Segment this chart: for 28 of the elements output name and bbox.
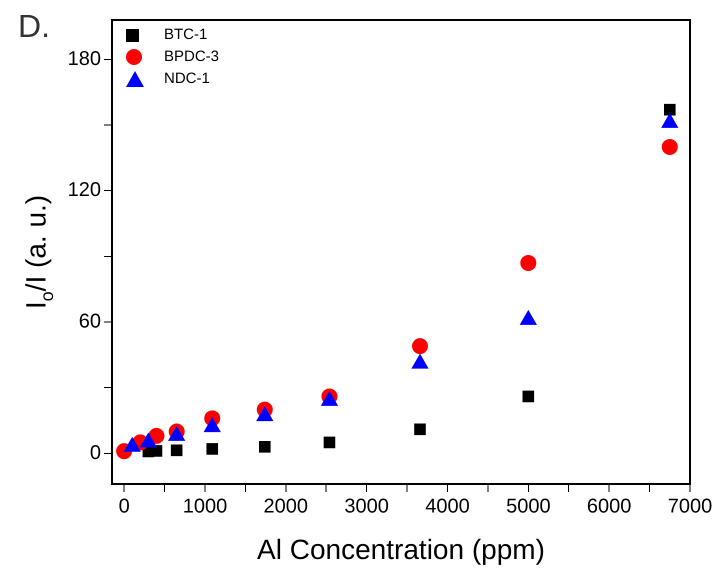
y-axis-title: Io/I (a. u.) (20, 194, 57, 310)
point (414, 423, 426, 436)
x-axis-title: Al Concentration (ppm) (257, 534, 545, 565)
x-tick-label: 0 (118, 496, 130, 518)
point (412, 338, 428, 354)
point (324, 436, 336, 448)
point (206, 443, 218, 455)
x-tick-label: 4000 (425, 496, 470, 518)
x-tick-label: 3000 (344, 496, 389, 518)
x-tick-label: 5000 (506, 496, 551, 518)
point (170, 444, 182, 456)
point (662, 138, 678, 155)
point (522, 390, 534, 402)
legend-label: NDC-1 (164, 69, 210, 89)
legend-label: BTC-1 (164, 25, 208, 45)
text: D. (18, 8, 50, 45)
y-tick-label: 0 (90, 442, 101, 464)
y-tick-label: 120 (68, 179, 101, 202)
x-tick-label: 7000 (668, 496, 712, 518)
x-tick-label: 6000 (586, 496, 632, 518)
legend-label: BPDC-3 (164, 47, 220, 67)
x-tick-label: 2000 (264, 496, 308, 518)
x-tick-label: 1000 (182, 496, 228, 518)
point (664, 104, 676, 116)
y-tick-label: 180 (68, 48, 101, 70)
point (520, 254, 536, 271)
y-tick-label: 60 (78, 310, 101, 333)
point (258, 440, 271, 453)
